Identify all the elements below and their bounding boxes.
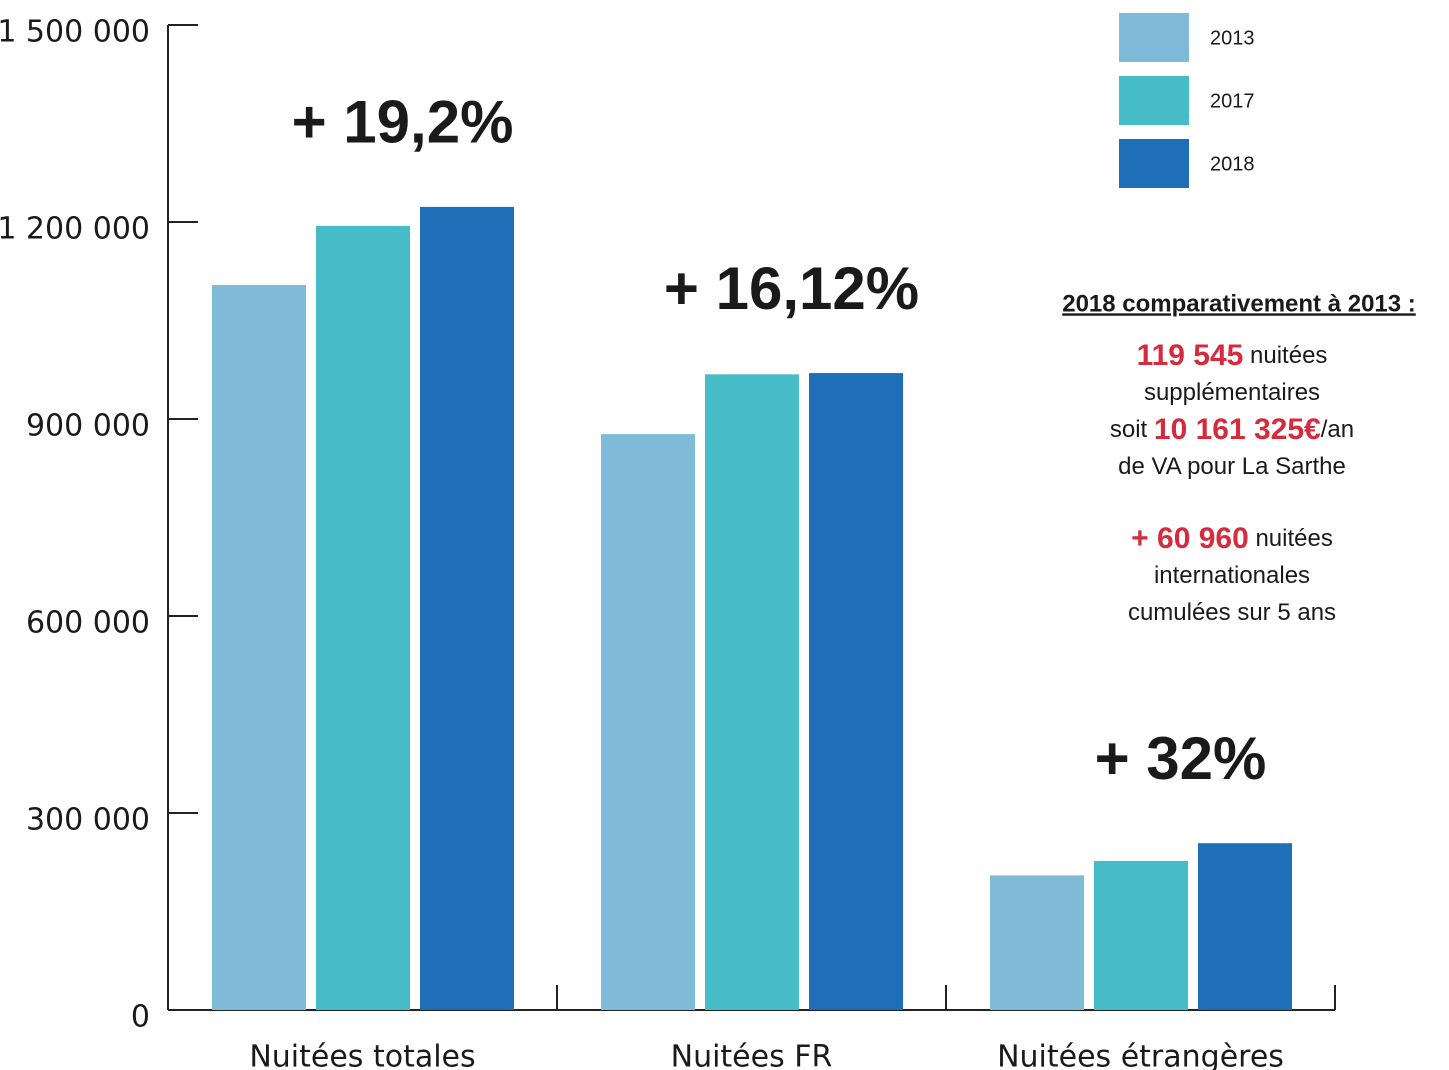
summary-text: 119 545 <box>1137 339 1244 372</box>
summary-text: cumulées sur 5 ans <box>1128 599 1336 626</box>
x-tick-label: Nuitées étrangères <box>997 1040 1284 1070</box>
annotation: + 32% <box>1095 725 1267 792</box>
bar <box>601 434 695 1010</box>
summary-text: nuitées <box>1249 525 1333 552</box>
summary-line: soit 10 161 325€/an <box>1110 413 1354 446</box>
bar <box>1094 860 1188 1010</box>
bar <box>212 285 306 1010</box>
summary-text: /an <box>1321 416 1354 443</box>
y-tick-label: 1 200 000 <box>0 212 150 247</box>
summary-text: supplémentaires <box>1144 379 1320 406</box>
summary-line: 119 545 nuitées <box>1137 339 1328 372</box>
summary-text: nuitées <box>1243 342 1327 369</box>
bar <box>809 373 903 1010</box>
summary-line: internationales <box>1154 562 1310 589</box>
summary-text: internationales <box>1154 562 1310 589</box>
summary-line: de VA pour La Sarthe <box>1118 453 1346 480</box>
y-tick-label: 0 <box>131 1000 150 1035</box>
bar <box>1198 843 1292 1010</box>
legend-swatch <box>1119 13 1189 62</box>
legend-label: 2018 <box>1210 153 1255 175</box>
annotation: + 16,12% <box>664 255 919 322</box>
legend-label: 2013 <box>1210 27 1255 49</box>
summary-text: soit <box>1110 416 1154 443</box>
summary-line: + 60 960 nuitées <box>1131 522 1333 555</box>
bar <box>420 206 514 1010</box>
legend-swatch <box>1119 76 1189 125</box>
summary-line: cumulées sur 5 ans <box>1128 599 1336 626</box>
summary-text: de VA pour La Sarthe <box>1118 453 1346 480</box>
y-tick-label: 600 000 <box>26 606 150 641</box>
annotation: + 19,2% <box>292 89 514 156</box>
y-tick-label: 1 500 000 <box>0 15 150 50</box>
bar <box>705 374 799 1010</box>
summary-text: 10 161 325€ <box>1154 413 1321 446</box>
y-tick-label: 900 000 <box>26 409 150 444</box>
legend-swatch <box>1119 139 1189 188</box>
x-tick-label: Nuitées FR <box>671 1040 833 1070</box>
summary-title: 2018 comparativement à 2013 : <box>1062 290 1416 317</box>
bar <box>990 875 1084 1010</box>
summary-line: supplémentaires <box>1144 379 1320 406</box>
y-tick-label: 300 000 <box>26 803 150 838</box>
x-tick-label: Nuitées totales <box>249 1040 475 1070</box>
bar <box>316 225 410 1010</box>
summary-text: + 60 960 <box>1131 522 1249 555</box>
legend-label: 2017 <box>1210 90 1255 112</box>
